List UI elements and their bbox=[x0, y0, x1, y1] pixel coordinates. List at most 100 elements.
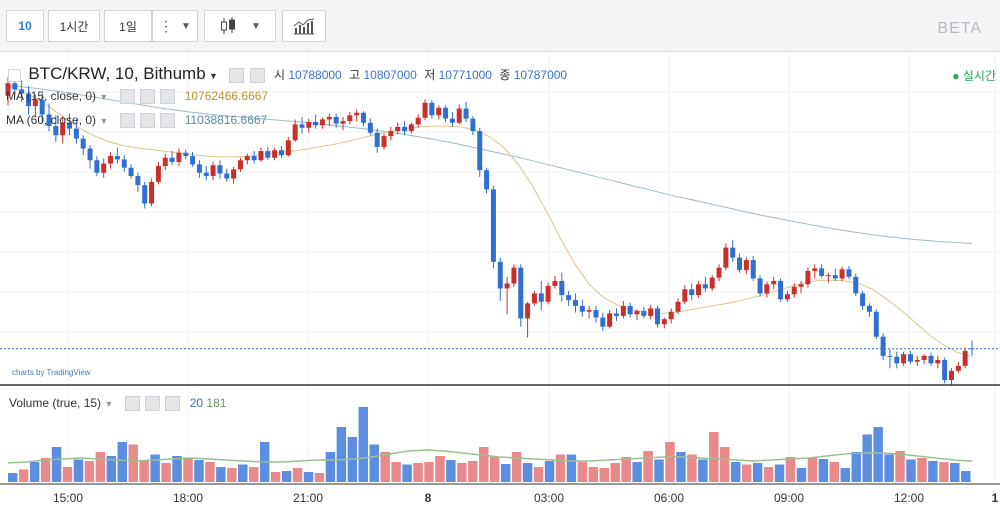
close-icon[interactable] bbox=[160, 113, 176, 129]
candle-body bbox=[880, 336, 886, 356]
candle-body bbox=[5, 83, 11, 96]
interval-1h-button[interactable]: 1시간 bbox=[48, 10, 100, 42]
candle-body bbox=[326, 116, 332, 120]
candle-body bbox=[661, 319, 667, 325]
interval-10-button[interactable]: 10 bbox=[6, 10, 44, 42]
candle-body bbox=[101, 163, 107, 173]
volume-bar bbox=[413, 463, 423, 482]
candle-body bbox=[87, 148, 93, 161]
candle-body bbox=[531, 293, 537, 304]
candle-body bbox=[791, 286, 797, 295]
candle-body bbox=[682, 289, 688, 302]
candle-body bbox=[292, 124, 298, 141]
candle-body bbox=[456, 108, 462, 123]
candle-body bbox=[26, 93, 32, 107]
candle-body bbox=[210, 165, 216, 177]
volume-bar bbox=[917, 458, 927, 482]
volume-bar bbox=[950, 463, 960, 482]
ma15-label[interactable]: MA (15, close, 0) bbox=[6, 89, 97, 103]
volume-bar bbox=[654, 459, 664, 482]
candle-body bbox=[278, 150, 284, 156]
volume-bar bbox=[632, 462, 642, 482]
gear-icon[interactable] bbox=[145, 396, 160, 412]
candle-body bbox=[525, 303, 531, 319]
candle-body bbox=[764, 284, 770, 294]
close-icon[interactable] bbox=[160, 89, 176, 105]
candle-body bbox=[928, 355, 934, 364]
candle-body bbox=[80, 138, 86, 149]
candle-body bbox=[545, 285, 551, 302]
eye-icon[interactable] bbox=[119, 89, 135, 105]
volume-bar bbox=[796, 468, 807, 482]
volume-bar bbox=[216, 467, 226, 482]
gear-icon[interactable] bbox=[249, 68, 265, 84]
chart-type-button[interactable]: ▼ bbox=[204, 10, 276, 42]
candle-body bbox=[832, 275, 838, 279]
volume-value: 20 bbox=[189, 396, 204, 410]
volume-bar bbox=[468, 461, 478, 482]
volume-bar bbox=[270, 472, 281, 482]
ma60-line bbox=[7, 84, 973, 244]
candle-body bbox=[183, 152, 189, 157]
price-chart[interactable]: 15:00 18:00 21:00 8 03:00 06:00 09:00 12:00 1 bbox=[0, 52, 1000, 510]
candle-body bbox=[463, 108, 469, 119]
volume-bar bbox=[336, 427, 347, 482]
volume-bar bbox=[84, 461, 95, 482]
volume-bar bbox=[490, 457, 500, 482]
indicators-button[interactable] bbox=[282, 10, 326, 42]
tradingview-credit[interactable]: charts by TradingView bbox=[12, 368, 91, 377]
volume-bar bbox=[577, 462, 588, 482]
candle-body bbox=[155, 166, 161, 182]
symbol-title[interactable]: BTC/KRW, 10, Bithumb bbox=[28, 64, 206, 83]
candle-body bbox=[586, 310, 592, 312]
ma60-label[interactable]: MA (60, close, 0) bbox=[6, 113, 97, 127]
volume-bar bbox=[555, 454, 566, 482]
volume-bar bbox=[709, 432, 719, 482]
chevron-down-icon[interactable]: ▼ bbox=[99, 92, 109, 102]
candle-body bbox=[32, 99, 38, 107]
candle-body bbox=[778, 280, 784, 300]
chevron-down-icon: ▼ bbox=[181, 20, 191, 32]
x-tick-label: 12:00 bbox=[894, 491, 924, 505]
more-intervals-button[interactable]: ⋮ ▼ bbox=[152, 10, 198, 42]
eye-icon[interactable] bbox=[229, 68, 245, 84]
candle-body bbox=[12, 83, 18, 90]
chevron-down-icon[interactable]: ▼ bbox=[99, 116, 109, 126]
candle-body bbox=[388, 131, 394, 137]
candle-body bbox=[272, 150, 278, 158]
candle-body bbox=[887, 355, 893, 357]
volume-bar bbox=[40, 458, 51, 482]
chevron-down-icon[interactable]: ▼ bbox=[104, 399, 114, 409]
volume-bar bbox=[249, 467, 259, 482]
interval-1d-button[interactable]: 1일 bbox=[104, 10, 152, 42]
candle-body bbox=[839, 269, 845, 279]
candle-body bbox=[955, 365, 961, 371]
x-tick-label: 06:00 bbox=[654, 491, 684, 505]
candle-body bbox=[641, 310, 647, 316]
candle-body bbox=[484, 170, 490, 190]
chevron-down-icon[interactable]: ▼ bbox=[209, 71, 218, 81]
candle-body bbox=[914, 360, 920, 362]
candle-body bbox=[422, 102, 428, 118]
volume-bar bbox=[818, 459, 829, 482]
eye-icon[interactable] bbox=[119, 113, 135, 129]
collapse-icon[interactable] bbox=[8, 69, 21, 83]
volume-bar bbox=[227, 468, 237, 482]
volume-bar bbox=[752, 463, 763, 482]
candle-body bbox=[566, 295, 572, 301]
gear-icon[interactable] bbox=[140, 113, 155, 129]
volume-bar bbox=[621, 457, 631, 482]
close-icon[interactable] bbox=[165, 396, 181, 412]
chart-area[interactable]: 15:00 18:00 21:00 8 03:00 06:00 09:00 12:00 1 BT… bbox=[0, 52, 1000, 510]
ma15-line bbox=[7, 85, 973, 358]
volume-bar bbox=[785, 457, 796, 482]
volume-label[interactable]: Volume (true, 15) bbox=[9, 396, 102, 410]
candle-body bbox=[518, 267, 524, 319]
candle-body bbox=[477, 131, 483, 171]
volume-bar bbox=[95, 452, 106, 482]
candle-body bbox=[948, 370, 954, 381]
volume-bar bbox=[906, 459, 916, 482]
candle-body bbox=[600, 317, 606, 327]
gear-icon[interactable] bbox=[140, 89, 155, 105]
eye-icon[interactable] bbox=[124, 396, 140, 412]
